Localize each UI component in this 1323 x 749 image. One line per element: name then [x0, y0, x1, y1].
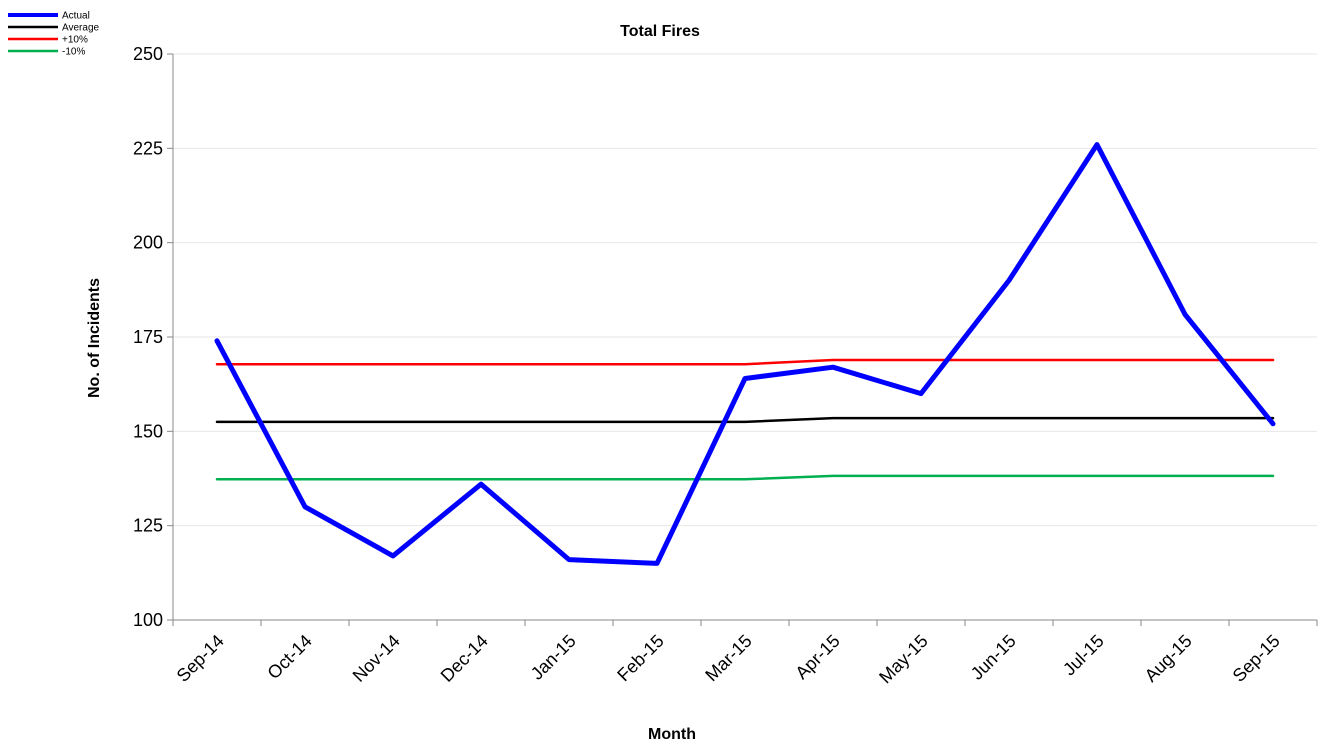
x-tick-label: Oct-14 [263, 631, 315, 683]
x-tick-label: Feb-15 [613, 631, 667, 685]
x-tick-label: Jul-15 [1059, 631, 1108, 680]
series-line-10 [215, 474, 1275, 481]
y-tick-label: 150 [133, 421, 163, 441]
x-tick-label: Jun-15 [967, 631, 1020, 684]
x-tick-label: May-15 [875, 631, 932, 688]
y-tick-label: 225 [133, 138, 163, 158]
y-tick-label: 125 [133, 516, 163, 536]
series-line-actual [214, 142, 1276, 566]
legend-label: +10% [62, 35, 88, 46]
series-line-10 [215, 358, 1275, 366]
y-tick-label: 200 [133, 233, 163, 253]
axes [167, 53, 1318, 626]
series-lines [214, 142, 1276, 566]
legend-label: -10% [62, 47, 85, 58]
y-axis-title: No. of Incidents [86, 278, 103, 398]
x-tick-label: Aug-15 [1141, 631, 1196, 686]
x-tick-label: Dec-14 [437, 631, 492, 686]
series-line-average [215, 416, 1275, 424]
x-tick-label: Mar-15 [701, 631, 755, 685]
y-tick-label: 100 [133, 610, 163, 630]
gridlines [173, 53, 1317, 527]
x-axis-title: Month [648, 726, 696, 743]
chart-title: Total Fires [620, 23, 700, 40]
legend-label: Average [62, 23, 100, 34]
y-tick-label: 250 [133, 44, 163, 64]
x-tick-label: Nov-14 [349, 631, 404, 686]
legend-label: Actual [62, 11, 90, 22]
x-tick-label: Sep-14 [173, 631, 228, 686]
axis-labels: 100 125 150 175 200 225 250 Sep-14 Oct-14 Nov-14 D… [133, 44, 1284, 687]
x-tick-label: Apr-15 [791, 631, 843, 683]
y-tick-label: 175 [133, 327, 163, 347]
x-tick-label: Sep-15 [1229, 631, 1284, 686]
x-tick-label: Jan-15 [527, 631, 580, 684]
